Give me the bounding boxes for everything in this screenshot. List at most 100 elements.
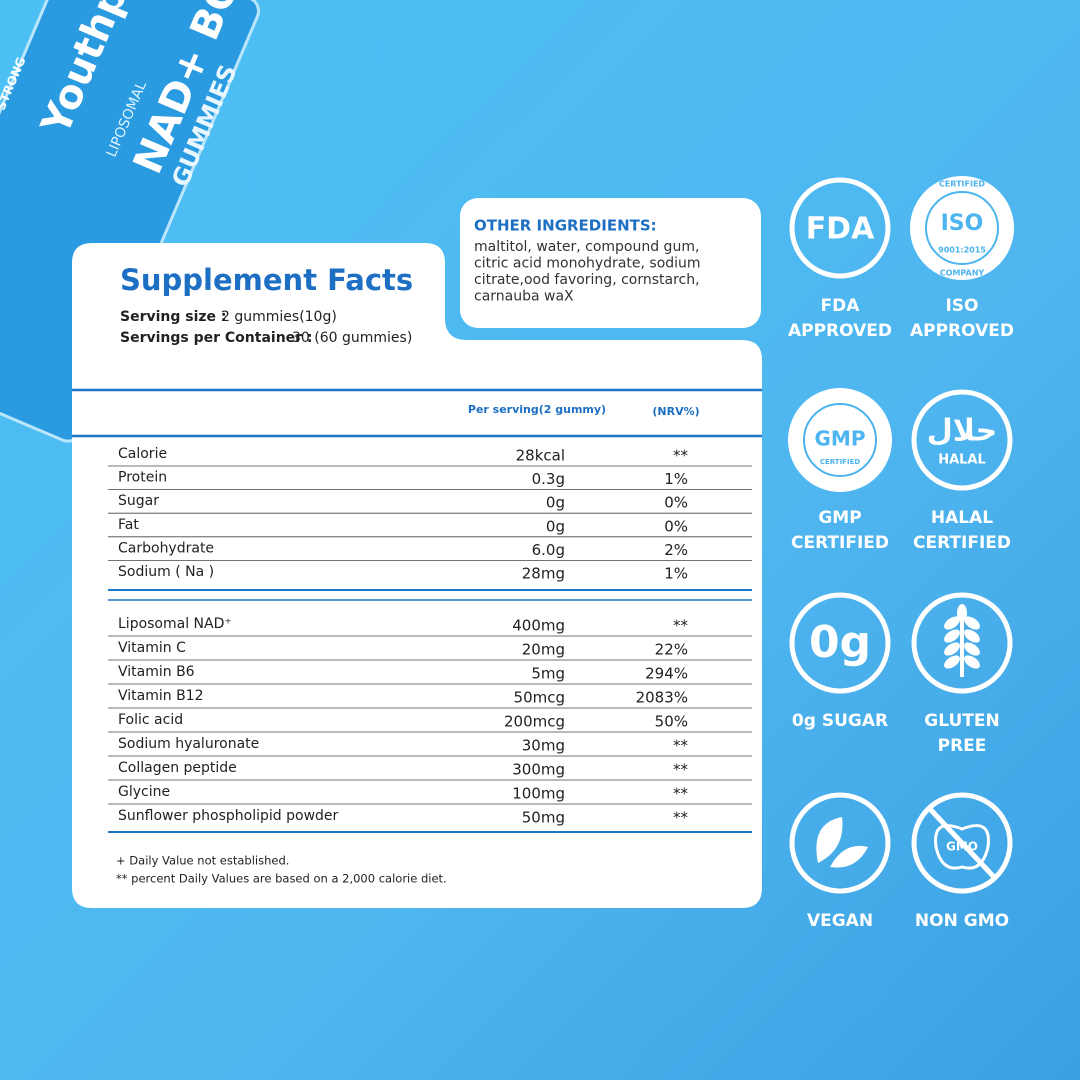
servings-value: 30 (60 gummies) — [292, 330, 412, 346]
badge-ring — [911, 592, 1013, 694]
nutrient-name: Carbohydrate — [118, 540, 214, 556]
badge-label: GLUTEN — [924, 711, 999, 731]
nutrient-nrv: 2083% — [636, 689, 688, 707]
nutrient-amount: 300mg — [512, 761, 565, 779]
badge-icon-text: حلال — [927, 414, 997, 449]
nutrient-amount: 0.3g — [532, 470, 565, 488]
wheat-grain — [957, 604, 967, 622]
badge-ring — [789, 177, 891, 279]
wheat-grain — [964, 616, 980, 630]
ingredients-line: citric acid monohydrate, sodium — [474, 256, 701, 272]
servings-label: Servings per Container : — [120, 330, 313, 346]
nutrient-nrv: 1% — [664, 565, 688, 583]
wheat-grain — [964, 629, 980, 643]
nutrient-amount: 6.0g — [532, 541, 565, 559]
badge-icon-text: FDA — [806, 212, 875, 247]
badge-icon-text: CERTIFIED — [939, 180, 985, 189]
nutrient-amount: 400mg — [512, 617, 565, 635]
nutrient-nrv: 0% — [664, 494, 688, 512]
wheat-grain — [944, 629, 960, 643]
nutrient-amount: 5mg — [531, 665, 565, 683]
badge-ring — [789, 592, 891, 694]
wheat-grain — [944, 616, 960, 630]
badge-icon-text: CERTIFIED — [820, 458, 861, 466]
nutrient-name: Glycine — [118, 784, 170, 800]
nutrient-nrv: ** — [673, 617, 689, 635]
column-header: (NRV%) — [652, 405, 699, 418]
nutrient-nrv: ** — [673, 785, 689, 803]
badge-ring — [789, 792, 891, 894]
column-header: Per serving(2 gummy) — [468, 403, 606, 416]
leaf — [830, 845, 868, 868]
nutrient-amount: 28kcal — [516, 447, 565, 465]
ingredients-line: citrate,ood favoring, cornstarch, — [474, 272, 700, 288]
wheat-grain — [944, 642, 960, 656]
nutrient-amount: 50mg — [522, 809, 565, 827]
badge-label: CERTIFIED — [791, 533, 889, 553]
badge-inner — [925, 191, 999, 265]
nutrient-name: Vitamin B6 — [118, 664, 195, 680]
nutrient-nrv: 50% — [655, 713, 688, 731]
nutrient-name: Calorie — [118, 446, 167, 462]
badge-icon-text: 9001:2015 — [938, 246, 986, 255]
nutrient-nrv: ** — [673, 447, 689, 465]
facts-card — [72, 243, 762, 908]
badge-label: FDA — [821, 296, 861, 316]
badge-label: ISO — [945, 296, 978, 316]
badge-inner — [803, 403, 877, 477]
badge-label: PREE — [938, 736, 987, 756]
nutrient-nrv: 0% — [664, 517, 688, 535]
nutrient-nrv: ** — [673, 737, 689, 755]
wheat-grain — [964, 655, 980, 669]
badge-label: APPROVED — [910, 321, 1014, 341]
nutrient-name: Sodium ( Na ) — [118, 564, 214, 580]
nutrient-name: Protein — [118, 470, 167, 486]
nutrient-amount: 100mg — [512, 785, 565, 803]
nutrient-name: Liposomal NAD⁺ — [118, 616, 232, 632]
nutrient-amount: 200mcg — [504, 713, 565, 731]
serving-label: Serving size : — [120, 309, 227, 325]
nutrient-nrv: ** — [673, 809, 689, 827]
badge-label: APPROVED — [788, 321, 892, 341]
nutrient-amount: 0g — [546, 494, 565, 512]
nutrient-nrv: 294% — [645, 665, 688, 683]
nutrient-name: Fat — [118, 517, 139, 533]
badge-label: GMP — [818, 508, 861, 528]
nutrient-amount: 30mg — [522, 737, 565, 755]
badge-label: NON GMO — [915, 911, 1009, 931]
nutrient-amount: 28mg — [522, 565, 565, 583]
footnote: + Daily Value not established. — [116, 854, 289, 868]
badge-label: VEGAN — [807, 911, 873, 931]
apple — [934, 824, 990, 870]
wheat-grain — [964, 642, 980, 656]
nutrient-amount: 20mg — [522, 641, 565, 659]
badge-label: 0g SUGAR — [792, 711, 888, 731]
ingredients-title: OTHER INGREDIENTS: — [474, 217, 657, 235]
nutrient-nrv: 22% — [655, 641, 688, 659]
nutrient-nrv: 2% — [664, 541, 688, 559]
nutrient-name: Folic acid — [118, 712, 183, 728]
package-body — [0, 0, 260, 443]
ingredients-line: maltitol, water, compound gum, — [474, 239, 699, 255]
leaf — [816, 817, 843, 863]
badge-icon-text: 0g — [809, 617, 871, 668]
nutrient-name: Sodium hyaluronate — [118, 736, 259, 752]
badge-ring — [911, 389, 1013, 491]
nutrient-name: Sugar — [118, 493, 159, 509]
ingredients-line: carnauba waX — [474, 289, 574, 305]
nutrient-amount: 50mcg — [514, 689, 565, 707]
wheat-grain — [944, 655, 960, 669]
badge-icon-text: GMP — [815, 427, 866, 451]
badge-label: HALAL — [931, 508, 993, 528]
badge-icon-text: HALAL — [938, 453, 986, 468]
nutrient-nrv: ** — [673, 761, 689, 779]
footnote: ** percent Daily Values are based on a 2… — [116, 872, 447, 886]
badge-icon-text: COMPANY — [940, 269, 985, 278]
nutrient-amount: 0g — [546, 517, 565, 535]
nutrient-name: Vitamin C — [118, 640, 186, 656]
slash — [928, 807, 996, 879]
badge-icon-text: ISO — [941, 211, 984, 236]
facts-title: Supplement Facts — [120, 263, 413, 297]
